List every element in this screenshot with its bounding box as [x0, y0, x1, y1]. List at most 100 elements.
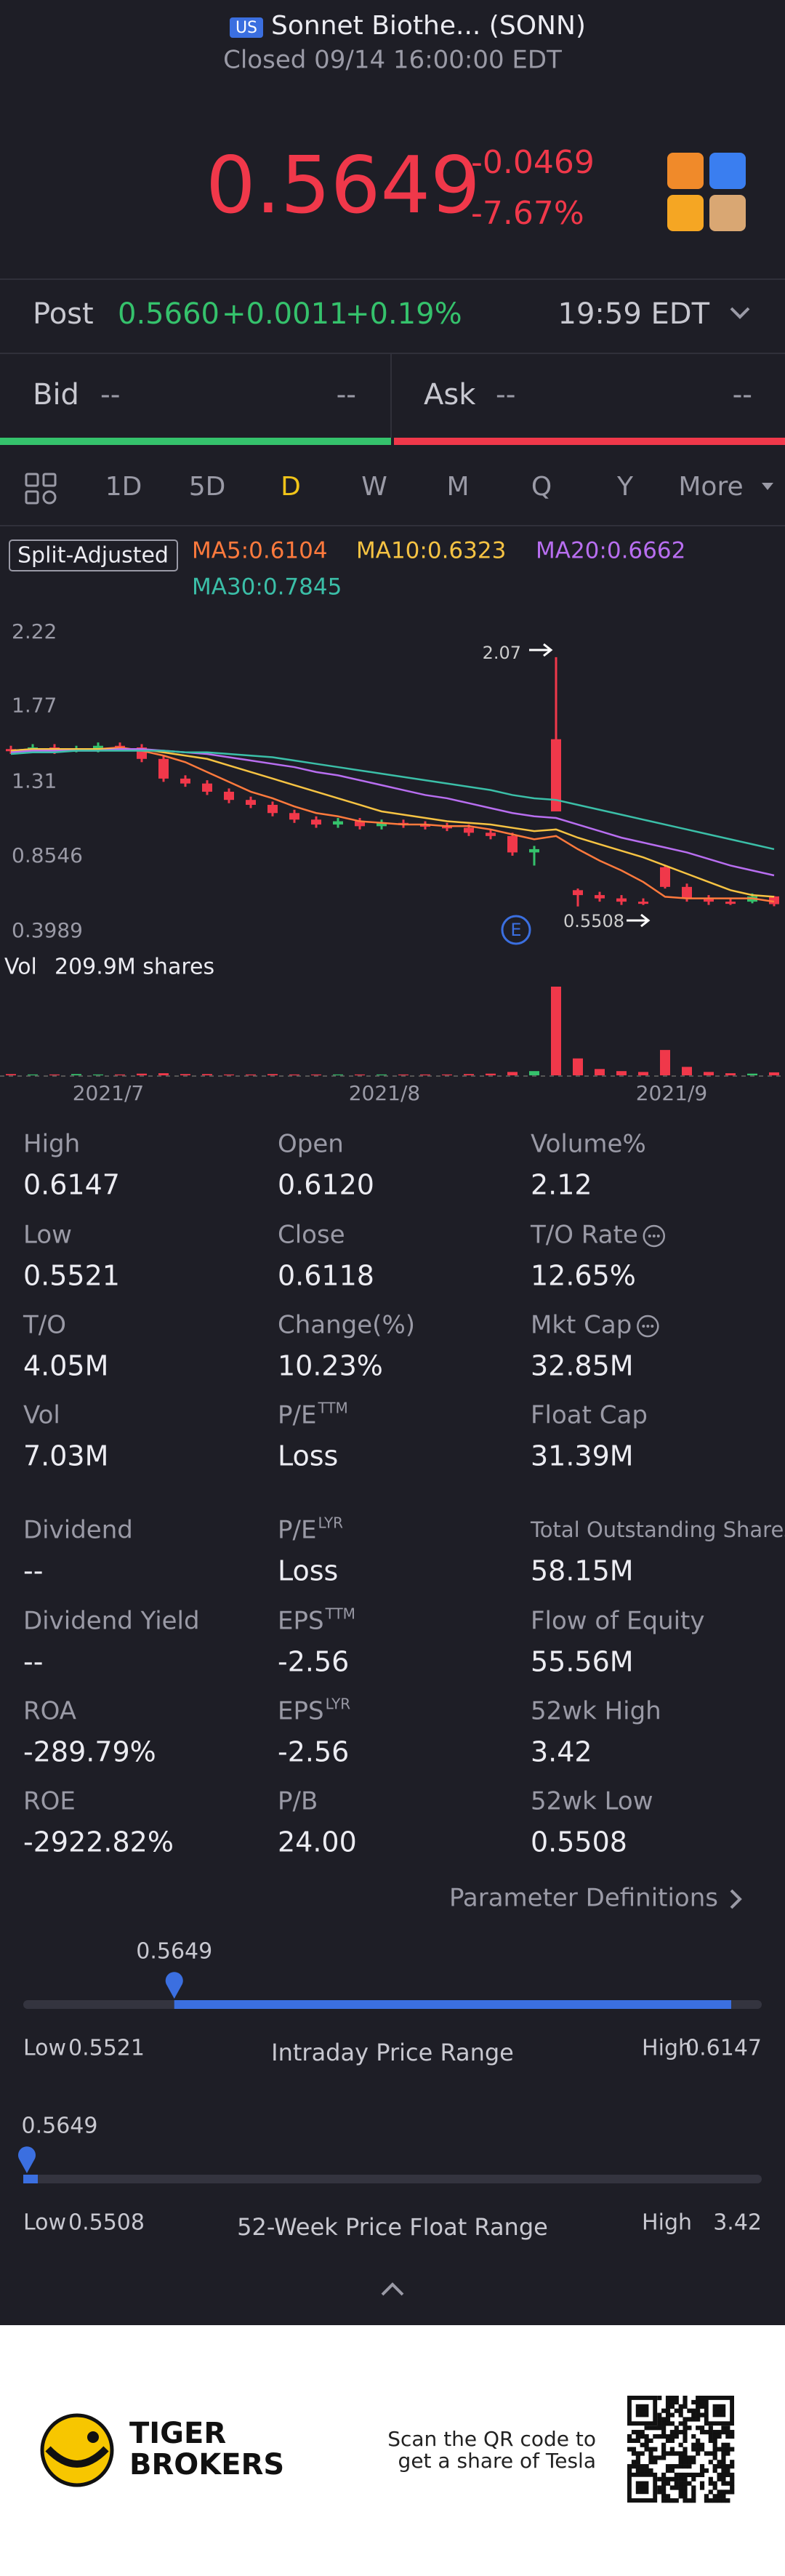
qr-cell	[669, 2430, 675, 2435]
qr-cell	[674, 2396, 679, 2401]
qr-cell	[669, 2485, 675, 2490]
qr-cell	[635, 2451, 640, 2456]
tab[interactable]: D	[281, 472, 301, 502]
qr-cell	[730, 2430, 735, 2435]
info-icon[interactable]	[643, 1224, 666, 1248]
stat-label: 52wk High	[531, 1697, 661, 1726]
event-label: E	[510, 920, 521, 940]
qr-cell	[683, 2430, 688, 2435]
max-label: 2.07	[483, 643, 521, 663]
candle-body	[311, 819, 321, 825]
qr-cell	[699, 2396, 705, 2401]
qr-cell	[644, 2425, 649, 2431]
change-pct: -7.67%	[471, 195, 584, 232]
qr-cell	[657, 2425, 662, 2431]
qr-cell	[717, 2476, 722, 2481]
qr-cell	[708, 2451, 713, 2456]
qr-cell	[712, 2430, 717, 2435]
qr-cell	[704, 2468, 709, 2473]
qr-text: get a share of Tesla	[398, 2449, 596, 2473]
qr-cell	[683, 2421, 688, 2426]
volume-bar	[682, 1067, 692, 1075]
candle-body	[704, 898, 714, 902]
icon[interactable]	[667, 153, 704, 189]
tab[interactable]: 1D	[105, 472, 142, 502]
qr-cell	[683, 2481, 688, 2486]
tab[interactable]: 5D	[189, 472, 226, 502]
event-marker[interactable]	[501, 915, 531, 945]
chart-icon[interactable]	[25, 473, 57, 505]
qr-cell	[683, 2404, 688, 2409]
qr-cell	[699, 2425, 705, 2431]
stat-value: 0.6118	[278, 1260, 374, 1292]
qr-cell	[661, 2494, 667, 2499]
qr-cell	[725, 2451, 730, 2456]
qr-cell	[674, 2433, 679, 2439]
qr-cell	[653, 2455, 658, 2460]
volume-bar	[638, 1072, 648, 1075]
stat-value: 12.65%	[531, 1260, 636, 1292]
qr-cell	[691, 2489, 696, 2495]
volume-bar	[180, 1074, 190, 1075]
qr-cell	[661, 2472, 667, 2478]
qr-cell	[730, 2464, 735, 2469]
stat-label: 52wk Low	[531, 1787, 653, 1816]
qr-cell	[678, 2464, 683, 2469]
range-low: 0.5508	[68, 2210, 145, 2236]
stat-label: Close	[278, 1221, 345, 1250]
qr-cell	[635, 2468, 640, 2473]
qr-cell	[717, 2494, 722, 2499]
qr-cell	[661, 2485, 667, 2490]
qr-cell	[730, 2485, 735, 2490]
tab[interactable]: W	[361, 472, 387, 502]
volume-bar	[529, 1071, 539, 1075]
tab[interactable]: M	[446, 472, 469, 502]
stat-value: Loss	[278, 1440, 338, 1472]
info-icon[interactable]	[637, 1315, 659, 1338]
ask-bar	[394, 438, 785, 445]
qr-cell	[683, 2498, 688, 2503]
qr-cell	[712, 2498, 717, 2503]
definitions[interactable]: Parameter Definitions	[449, 1884, 718, 1913]
tab[interactable]: More	[678, 472, 743, 502]
icon[interactable]	[667, 195, 704, 231]
stat-label: Dividend Yield	[23, 1607, 200, 1636]
tab[interactable]: Q	[531, 472, 552, 502]
candle-body	[224, 791, 234, 801]
stat-label: Total Outstanding Shares	[530, 1517, 785, 1542]
stat-value: 0.6120	[278, 1169, 374, 1201]
qr-cell	[635, 2433, 640, 2439]
chevron[interactable]	[730, 1889, 742, 1909]
qr-cell	[691, 2472, 696, 2478]
vol-value: 209.9M shares	[55, 955, 214, 980]
candle-body	[158, 758, 169, 779]
candle-body	[246, 800, 256, 805]
icon[interactable]	[709, 153, 746, 189]
volume-bar	[267, 1074, 278, 1075]
qr-cell	[657, 2489, 662, 2495]
collapse[interactable]	[381, 2282, 404, 2296]
qr-cell	[717, 2460, 722, 2465]
info-dot	[646, 1325, 650, 1328]
qr-cell	[725, 2481, 730, 2486]
range-pin	[17, 2146, 36, 2173]
qr-cell	[678, 2451, 683, 2456]
adjust-box[interactable]	[9, 539, 178, 571]
stat-value: -2922.82%	[23, 1826, 174, 1858]
chevron[interactable]	[730, 307, 750, 319]
candle-body	[616, 898, 627, 902]
icon[interactable]	[709, 195, 746, 231]
qr-cell	[691, 2476, 696, 2481]
y-tick-label: 0.8546	[12, 843, 83, 867]
tab[interactable]: Y	[616, 472, 634, 502]
qr-cell	[708, 2433, 713, 2439]
stat-value: -289.79%	[23, 1736, 156, 1768]
info-dot	[652, 1235, 656, 1237]
qr-cell	[678, 2481, 683, 2486]
range-pin	[165, 1972, 183, 1999]
stat-label: Low	[23, 1221, 72, 1250]
ma-label: MA10:0.6323	[356, 538, 506, 564]
qr-cell	[717, 2489, 722, 2495]
qr-cell	[721, 2481, 726, 2486]
qr-cell	[661, 2476, 667, 2481]
